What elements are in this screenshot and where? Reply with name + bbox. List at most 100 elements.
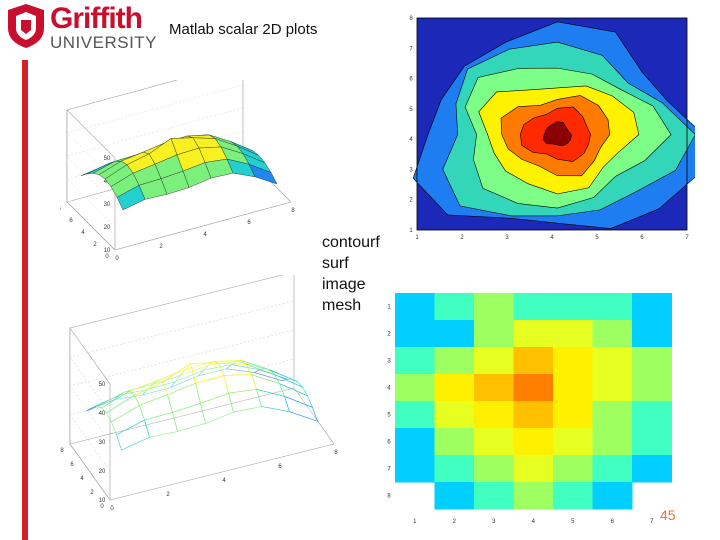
x-tick-label: 8 — [334, 450, 338, 456]
y-tick-label: 4 — [80, 476, 84, 482]
image-y-tick-label: 5 — [387, 413, 391, 419]
heatmap-cell — [632, 428, 672, 456]
surface-patch — [116, 185, 146, 211]
heatmap-cell — [592, 293, 633, 321]
image-y-tick-label: 2 — [387, 332, 391, 338]
image-y-tick-label: 6 — [387, 440, 391, 446]
z-tick-label: 30 — [104, 202, 111, 208]
image-x-tick-label: 4 — [532, 519, 536, 525]
image-y-tick-label: 7 — [387, 467, 391, 473]
image-y-tick-label: 8 — [387, 494, 391, 500]
heatmap-cell — [434, 320, 475, 348]
heatmap-cell — [474, 401, 514, 429]
z-tick-label: 50 — [104, 156, 111, 162]
griffith-logo: Griffith UNIVERSITY — [4, 2, 157, 52]
heatmap-cell — [434, 374, 475, 402]
heatmap-cell — [592, 374, 633, 402]
heatmap-cell — [553, 401, 593, 429]
contour-y-tick-label: 3 — [409, 167, 413, 173]
mesh-patch — [218, 362, 252, 376]
heatmap-cell — [592, 401, 633, 429]
heatmap-cell — [592, 455, 633, 483]
image-x-tick-label: 1 — [413, 519, 417, 525]
contour-y-tick-label: 6 — [409, 77, 413, 83]
y-tick-label: 2 — [93, 242, 97, 248]
heatmap-cell — [395, 293, 435, 321]
z-tick-label: 40 — [99, 411, 106, 417]
z-gridline — [69, 358, 295, 472]
contour-x-tick-label: 2 — [460, 235, 464, 241]
y-tick-label: 6 — [70, 462, 74, 468]
heatmap-cell — [434, 347, 475, 375]
heatmap-cell — [434, 455, 475, 483]
image-x-tick-label: 3 — [492, 519, 496, 525]
method-mesh: mesh — [322, 297, 362, 314]
image-x-tick-label: 7 — [650, 519, 654, 525]
z-tick-label: 50 — [99, 382, 106, 388]
contour-y-tick-label: 5 — [409, 107, 413, 113]
x-tick-label: 6 — [278, 464, 282, 470]
heatmap-cell — [553, 293, 593, 321]
x-tick-label: 8 — [291, 208, 295, 214]
heatmap-cell — [632, 374, 672, 402]
heatmap-cell — [553, 347, 593, 375]
page-number: 45 — [660, 507, 676, 523]
heatmap-cell — [513, 401, 554, 429]
contour-level-6 — [542, 121, 572, 147]
contour-x-tick-label: 6 — [640, 235, 644, 241]
contour-x-tick-label: 4 — [550, 235, 554, 241]
heatmap-cell — [553, 320, 593, 348]
y-tick-label: 4 — [81, 230, 85, 236]
z-tick-label: 30 — [99, 440, 106, 446]
heatmap-cell — [474, 347, 514, 375]
heatmap-cell — [434, 401, 475, 429]
heatmap-cell — [474, 482, 514, 510]
contour-x-tick-label: 1 — [415, 235, 419, 241]
x-tick-label: 0 — [110, 506, 114, 510]
heatmap-cell — [474, 455, 514, 483]
y-tick-label: 6 — [69, 218, 73, 224]
method-list: contourf surf image mesh — [322, 232, 380, 316]
heatmap-cell — [474, 320, 514, 348]
x-tick-label: 2 — [166, 492, 170, 498]
y-tick-label: 0 — [100, 504, 104, 510]
heatmap-cell — [513, 428, 554, 456]
y-tick-label: 8 — [60, 206, 61, 212]
heatmap-cell — [632, 320, 672, 348]
x-tick-label: 2 — [159, 244, 163, 250]
contour-y-tick-label: 8 — [409, 16, 413, 22]
heatmap-cell — [553, 482, 593, 510]
contour-x-tick-label: 7 — [685, 235, 689, 241]
method-surf: surf — [322, 255, 349, 272]
contour-x-tick-label: 5 — [595, 235, 599, 241]
contour-y-tick-label: 2 — [409, 198, 413, 204]
z-gridline — [69, 300, 295, 414]
contour-y-tick-label: 7 — [409, 46, 413, 52]
heatmap-cell — [632, 455, 672, 483]
heatmap-cell — [474, 374, 514, 402]
logo-subtitle: UNIVERSITY — [50, 33, 158, 52]
z-tick-label: 20 — [99, 469, 106, 475]
slide-title: Matlab scalar 2D plots — [169, 21, 318, 38]
heatmap-cell — [474, 428, 514, 456]
z-gridline — [69, 329, 295, 443]
heatmap-cell — [592, 428, 633, 456]
heatmap-cell — [395, 401, 435, 429]
heatmap-cell — [553, 428, 593, 456]
contour-y-tick-label: 4 — [409, 137, 413, 143]
y-tick-label: 8 — [60, 448, 64, 454]
x-tick-label: 6 — [247, 220, 251, 226]
image-x-tick-label: 5 — [571, 519, 575, 525]
brand-sidebar-bar — [22, 60, 28, 540]
z-tick-label: 10 — [104, 248, 111, 254]
x-tick-label: 0 — [115, 256, 119, 262]
heatmap-cell — [632, 401, 672, 429]
method-image: image — [322, 276, 366, 293]
image-y-tick-label: 4 — [387, 386, 391, 392]
heatmap-cell — [513, 482, 554, 510]
heatmap-cell — [592, 482, 633, 510]
contour-y-tick-label: 1 — [409, 228, 413, 234]
image-x-tick-label: 6 — [611, 519, 615, 525]
heatmap-cell — [395, 374, 435, 402]
heatmap-cell — [395, 428, 435, 456]
